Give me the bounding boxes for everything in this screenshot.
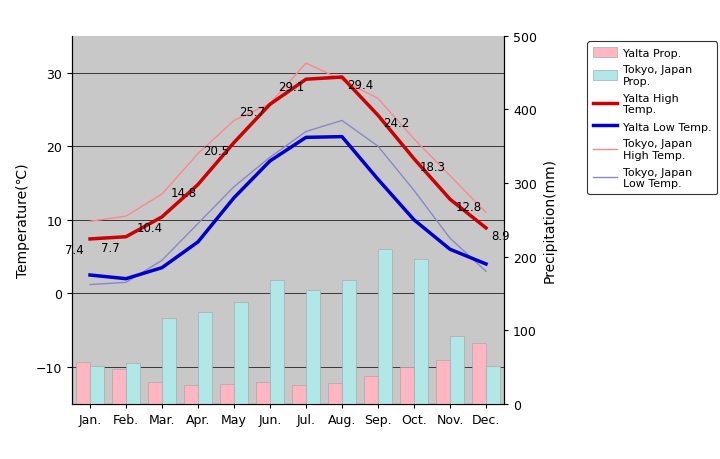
Text: 14.8: 14.8	[170, 186, 197, 199]
Text: 7.7: 7.7	[101, 241, 120, 254]
Bar	[112, 369, 126, 404]
Bar	[198, 312, 212, 404]
Legend: Yalta Prop., Tokyo, Japan
Prop., Yalta High
Temp., Yalta Low Temp., Tokyo, Japan: Yalta Prop., Tokyo, Japan Prop., Yalta H…	[588, 42, 717, 194]
Bar	[378, 250, 392, 404]
Bar	[148, 382, 162, 404]
Bar	[306, 291, 320, 404]
Text: 8.9: 8.9	[492, 230, 510, 242]
Bar	[414, 259, 428, 404]
Bar	[486, 366, 500, 404]
Bar	[450, 336, 464, 404]
Text: 24.2: 24.2	[384, 117, 410, 130]
Bar	[184, 386, 198, 404]
Bar	[90, 366, 104, 404]
Bar	[472, 344, 486, 404]
Bar	[328, 383, 342, 404]
Y-axis label: Temperature(℃): Temperature(℃)	[17, 163, 30, 278]
Text: 10.4: 10.4	[137, 221, 163, 234]
Text: 25.7: 25.7	[240, 106, 266, 119]
Text: 29.1: 29.1	[278, 81, 305, 94]
Bar	[220, 384, 234, 404]
Bar	[400, 367, 414, 404]
Y-axis label: Precipitation(mm): Precipitation(mm)	[543, 158, 557, 283]
Bar	[292, 386, 306, 404]
Text: 20.5: 20.5	[204, 144, 230, 157]
Text: 12.8: 12.8	[456, 201, 482, 214]
Bar	[126, 363, 140, 404]
Bar	[342, 280, 356, 404]
Bar	[270, 280, 284, 404]
Bar	[256, 382, 270, 404]
Text: 18.3: 18.3	[420, 161, 446, 174]
Text: 7.4: 7.4	[65, 243, 84, 256]
Bar	[162, 318, 176, 404]
Bar	[234, 302, 248, 404]
Bar	[436, 360, 450, 404]
Bar	[76, 362, 90, 404]
Text: 29.4: 29.4	[348, 79, 374, 92]
Bar	[364, 376, 378, 404]
